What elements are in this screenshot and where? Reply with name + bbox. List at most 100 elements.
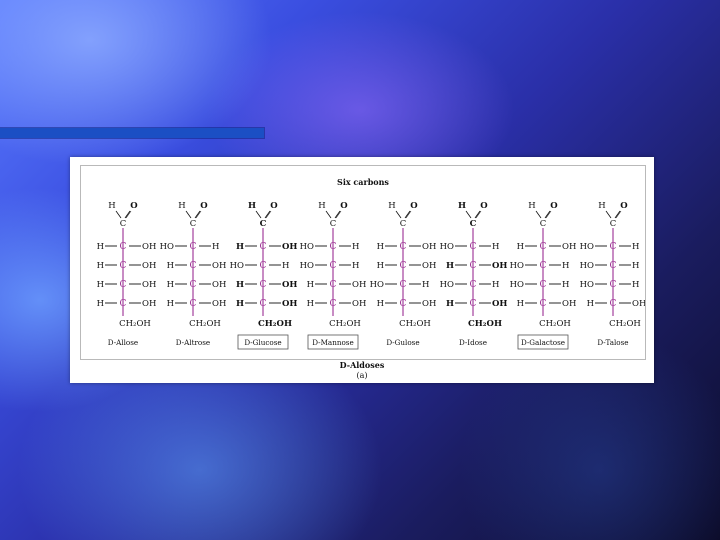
figure-frame: Six carbons H O C C H OH C H OH C H OH C H OH CH₂OH D-All… — [80, 165, 646, 360]
aldehyde-o-bond — [544, 210, 551, 219]
aldehyde-h-bond — [395, 210, 402, 219]
aldehyde-h-bond — [255, 210, 262, 219]
aldehyde-o-bond — [194, 210, 201, 219]
aldehyde-h-label: H — [178, 201, 185, 211]
aldehyde-o-bond — [614, 210, 621, 219]
aldehyde-h-label: H — [598, 201, 605, 211]
aldehyde-o-double-bond — [335, 210, 342, 219]
left-substituent: H — [307, 280, 314, 290]
carbon-c1-label: C — [260, 219, 267, 229]
right-substituent: OH — [422, 261, 436, 271]
carbon-c1-label: C — [330, 219, 337, 229]
title-bar — [0, 128, 264, 138]
right-substituent: H — [632, 280, 639, 290]
right-substituent: H — [632, 242, 639, 252]
left-substituent: HO — [580, 261, 594, 271]
terminal-ch2oh: CH₂OH — [258, 319, 292, 329]
aldehyde-o-double-bond — [475, 210, 482, 219]
right-substituent: OH — [212, 299, 226, 309]
aldehyde-o-bond — [404, 210, 411, 219]
aldehyde-o-bond — [124, 210, 131, 219]
carbon-label: C — [610, 280, 617, 290]
carbon-label: C — [330, 299, 337, 309]
left-substituent: H — [517, 299, 524, 309]
right-substituent: OH — [492, 261, 507, 271]
carbon-label: C — [190, 261, 197, 271]
aldose-name-label: D-Allose — [108, 338, 138, 347]
carbon-label: C — [470, 261, 477, 271]
left-substituent: H — [167, 280, 174, 290]
carbon-label: C — [190, 242, 197, 252]
aldehyde-h-label: H — [458, 201, 466, 211]
right-substituent: OH — [282, 242, 297, 252]
left-substituent: H — [97, 242, 104, 252]
carbon-c1-label: C — [470, 219, 477, 229]
carbon-label: C — [120, 242, 127, 252]
aldehyde-o-double-bond — [195, 210, 202, 219]
carbon-label: C — [610, 299, 617, 309]
left-substituent: HO — [440, 280, 454, 290]
carbon-label: C — [470, 299, 477, 309]
carbon-label: C — [260, 299, 267, 309]
aldose-name-label: D-Galactose — [521, 338, 565, 347]
aldehyde-h-label: H — [388, 201, 395, 211]
aldehyde-o-label: O — [200, 201, 208, 211]
left-substituent: H — [377, 242, 384, 252]
right-substituent: OH — [632, 299, 645, 309]
left-substituent: H — [446, 299, 454, 309]
left-substituent: H — [167, 261, 174, 271]
right-substituent: H — [492, 242, 499, 252]
left-substituent: H — [236, 242, 244, 252]
right-substituent: H — [562, 280, 569, 290]
carbon-label: C — [190, 299, 197, 309]
carbon-c1-label: C — [610, 219, 617, 229]
right-substituent: OH — [212, 261, 226, 271]
aldehyde-o-bond — [334, 210, 341, 219]
right-substituent: OH — [352, 280, 366, 290]
aldehyde-o-double-bond — [125, 210, 132, 219]
carbon-label: C — [260, 280, 267, 290]
right-substituent: OH — [422, 242, 436, 252]
right-substituent: OH — [562, 299, 576, 309]
carbon-label: C — [470, 242, 477, 252]
aldehyde-o-double-bond — [545, 210, 552, 219]
left-substituent: HO — [510, 261, 524, 271]
aldose-name-label: D-Altrose — [176, 338, 210, 347]
left-substituent: H — [97, 299, 104, 309]
carbon-label: C — [400, 242, 407, 252]
terminal-ch2oh: CH₂OH — [468, 319, 502, 329]
left-substituent: H — [587, 299, 594, 309]
right-substituent: H — [632, 261, 639, 271]
aldehyde-o-label: O — [480, 201, 488, 211]
right-substituent: OH — [142, 299, 156, 309]
left-substituent: HO — [230, 261, 244, 271]
left-substituent: HO — [160, 242, 174, 252]
left-substituent: HO — [440, 242, 454, 252]
left-substituent: H — [97, 280, 104, 290]
figure-caption-title: D-Aldoses — [339, 360, 385, 370]
carbon-label: C — [260, 261, 267, 271]
right-substituent: OH — [142, 261, 156, 271]
left-substituent: H — [446, 261, 454, 271]
right-substituent: H — [282, 261, 289, 271]
aldose-name-box — [307, 334, 359, 350]
right-substituent: OH — [282, 299, 297, 309]
left-substituent: H — [97, 261, 104, 271]
right-substituent: H — [562, 261, 569, 271]
aldehyde-o-double-bond — [615, 210, 622, 219]
left-substituent: H — [307, 299, 314, 309]
left-substituent: H — [517, 242, 524, 252]
aldehyde-o-bond — [474, 210, 481, 219]
terminal-ch2oh: CH₂OH — [119, 319, 151, 329]
aldehyde-h-bond — [465, 210, 472, 219]
aldehyde-o-double-bond — [405, 210, 412, 219]
aldose-name-label: D-Glucose — [244, 338, 281, 347]
terminal-ch2oh: CH₂OH — [329, 319, 361, 329]
carbon-c1-label: C — [400, 219, 407, 229]
carbon-label: C — [260, 242, 267, 252]
aldehyde-h-label: H — [108, 201, 115, 211]
right-substituent: OH — [142, 242, 156, 252]
right-substituent: OH — [282, 280, 297, 290]
aldose-name-label: D-Gulose — [386, 338, 419, 347]
